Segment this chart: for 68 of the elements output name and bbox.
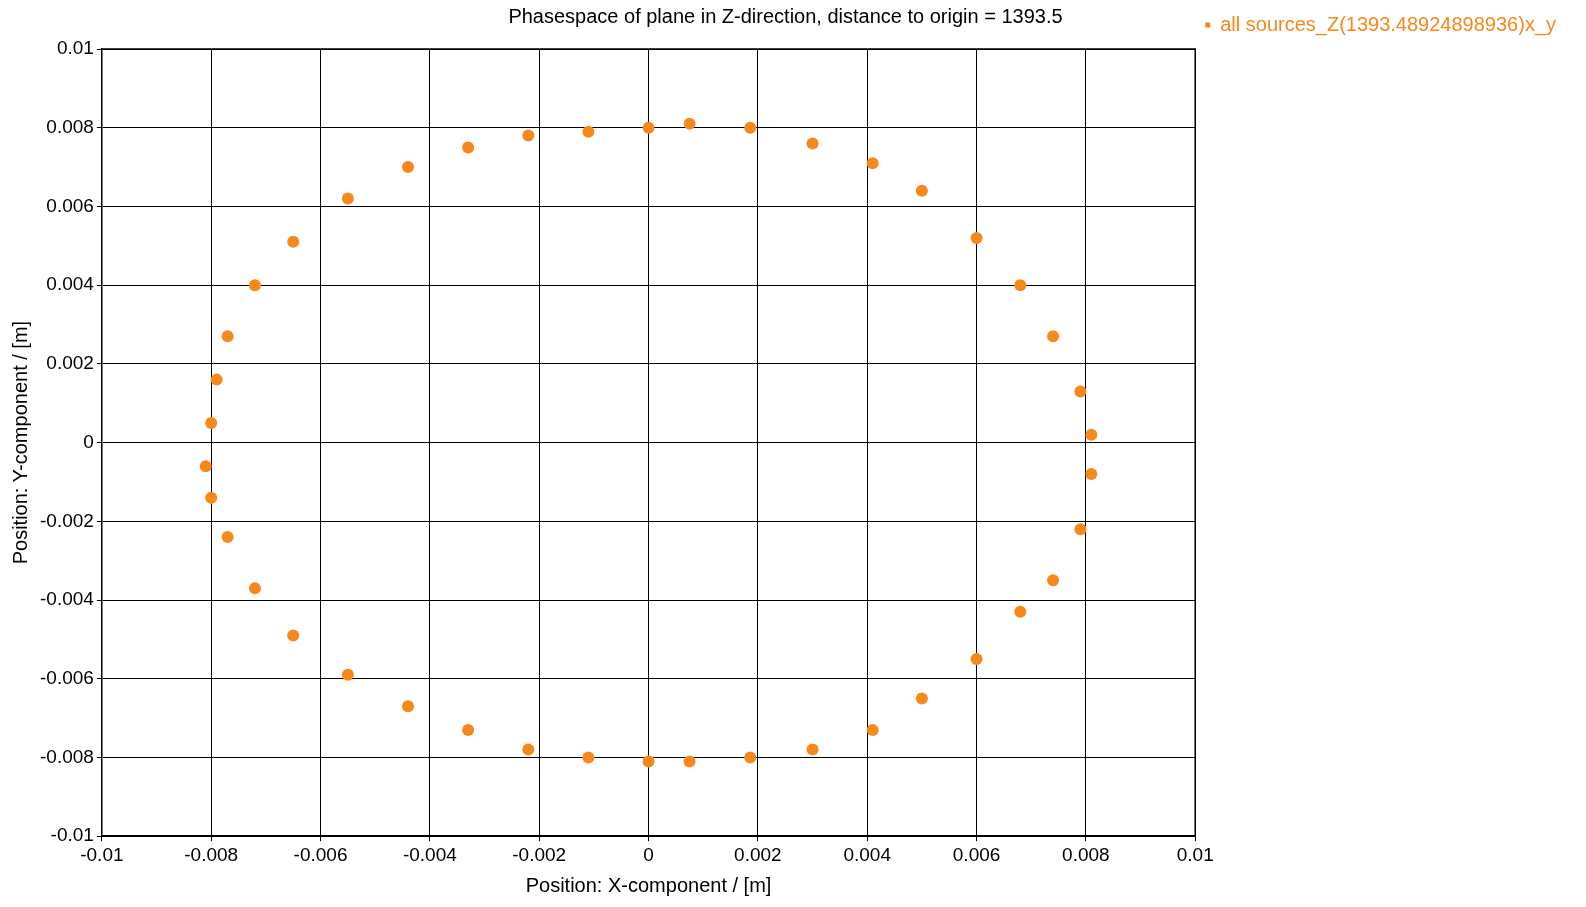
point [221,330,234,343]
y-tick-label: -0.01 [50,824,94,846]
point [248,279,261,292]
y-tick-label: 0.008 [46,115,94,137]
point [915,692,928,705]
y-tick-label: -0.002 [40,509,94,531]
point [287,235,300,248]
point [522,743,535,756]
y-tick-label: -0.006 [40,666,94,688]
point [205,491,218,504]
point [744,751,757,764]
point [205,416,218,429]
y-tick-label: 0.006 [46,194,94,216]
point [287,629,300,642]
point [683,117,696,130]
point [1047,330,1060,343]
x-tick-label: 0.01 [1176,843,1214,865]
y-tick-label: -0.008 [40,745,94,767]
point [1074,385,1087,398]
x-axis-title: Position: X-component / [m] [525,873,772,896]
x-tick-label: -0.002 [512,843,567,865]
point [402,161,415,174]
point [1014,605,1027,618]
point [806,743,819,756]
y-tick-label: -0.004 [40,588,95,610]
point [582,751,595,764]
point [683,755,696,768]
point [210,373,223,386]
point [970,231,983,244]
point [915,184,928,197]
point [970,653,983,666]
x-tick-label: 0.002 [734,843,782,865]
point [199,460,212,473]
point [248,582,261,595]
point [1085,428,1098,441]
point [462,723,475,736]
x-tick-label: -0.006 [293,843,348,865]
legend-label: all sources_Z(1393.48924898936)x_y [1220,12,1556,36]
y-tick-label: 0.002 [46,352,94,374]
y-tick-label: 0.004 [46,273,95,295]
point [341,192,354,205]
point [744,121,757,134]
point [221,531,234,544]
x-tick-label: -0.004 [402,843,458,865]
point [1074,523,1087,536]
point [1047,574,1060,587]
x-tick-label: 0.008 [1062,843,1110,865]
point [642,755,655,768]
point [522,129,535,142]
point [866,157,879,170]
x-tick-label: 0 [643,843,654,865]
y-axis-title: Position: Y-component / [m] [8,320,31,565]
point [402,700,415,713]
point [1085,468,1098,481]
point [642,121,655,134]
y-tick-label: 0 [83,430,94,452]
x-tick-label: -0.008 [184,843,239,865]
point [462,141,475,154]
point [1014,279,1027,292]
x-tick-label: 0.004 [843,843,892,865]
point [341,668,354,681]
point [582,125,595,138]
x-tick-label: -0.01 [80,843,124,865]
chart-title: Phasespace of plane in Z-direction, distance to origin = 1393.5 [508,4,1063,27]
x-tick-label: 0.006 [952,843,1001,865]
point [806,137,819,150]
point [866,723,879,736]
y-tick-label: 0.01 [56,37,94,59]
